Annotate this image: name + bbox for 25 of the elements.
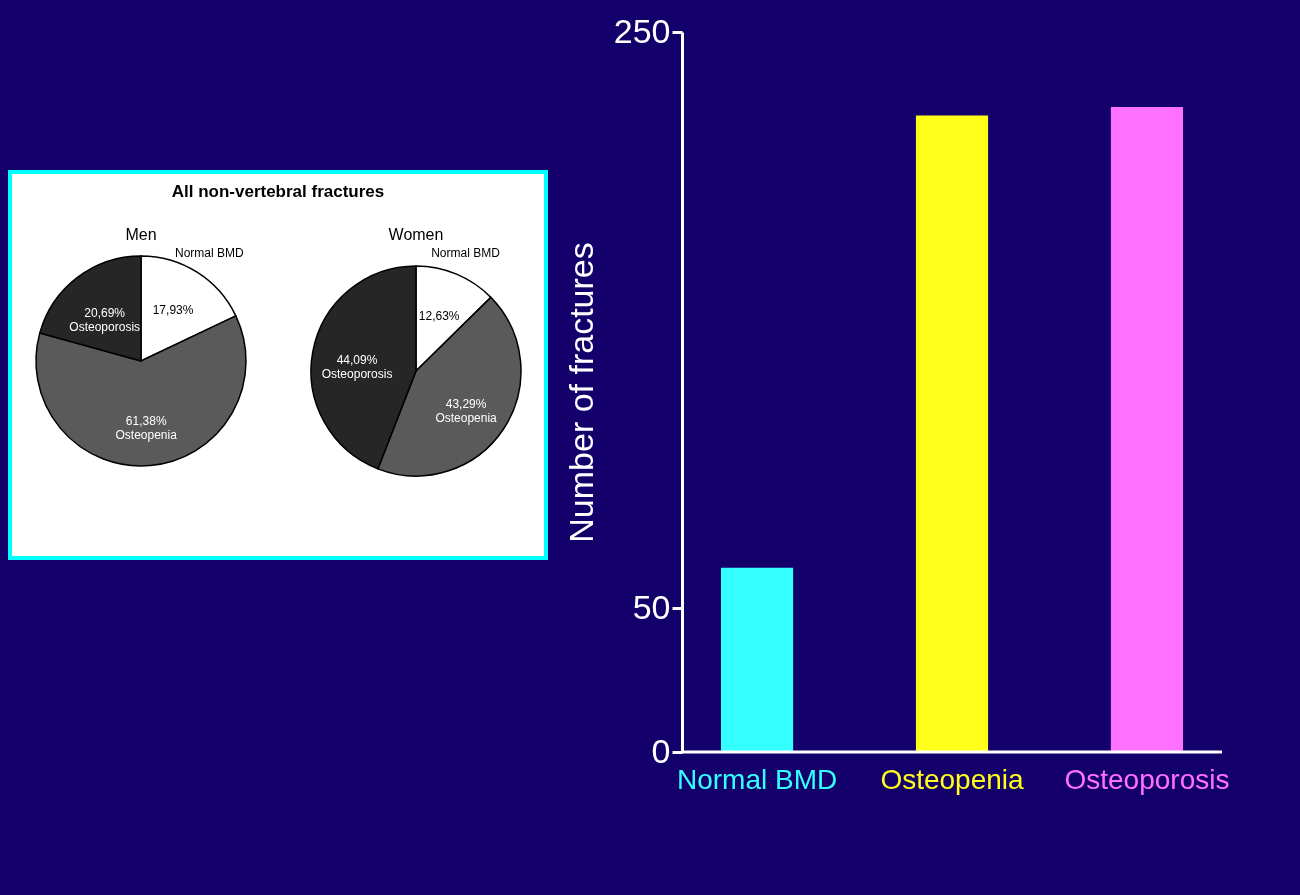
y-axis-title: Number of fractures	[561, 242, 600, 543]
data-label: 12,63%	[418, 308, 460, 323]
data-label: 44,09%	[336, 352, 378, 367]
slice-label: Normal BMD	[174, 245, 244, 260]
x-tick-label: Osteopenia	[880, 763, 1025, 795]
slice-label: Osteopenia	[434, 411, 497, 426]
data-label: 61,38%	[125, 413, 167, 428]
y-tick-label: 250	[613, 11, 671, 50]
bar	[1110, 106, 1184, 752]
slice-label: Osteoporosis	[68, 320, 140, 335]
chart-title: Men	[124, 225, 157, 243]
x-tick-label: Osteoporosis	[1064, 763, 1230, 795]
slice-label: Osteoporosis	[321, 366, 392, 381]
chart-title: Women	[388, 225, 443, 243]
data-label: 20,69%	[83, 306, 125, 321]
y-tick-label: 50	[632, 587, 671, 626]
text: All non-vertebral fractures	[170, 182, 386, 202]
data-label: 43,29%	[445, 397, 487, 412]
y-tick-label: 0	[651, 731, 671, 770]
x-tick-label: Normal BMD	[676, 763, 838, 795]
slice-label: Osteopenia	[115, 427, 177, 442]
slice-label: Normal BMD	[430, 245, 500, 260]
bar	[720, 567, 794, 752]
bar	[915, 115, 989, 752]
data-label: 17,93%	[152, 303, 194, 318]
